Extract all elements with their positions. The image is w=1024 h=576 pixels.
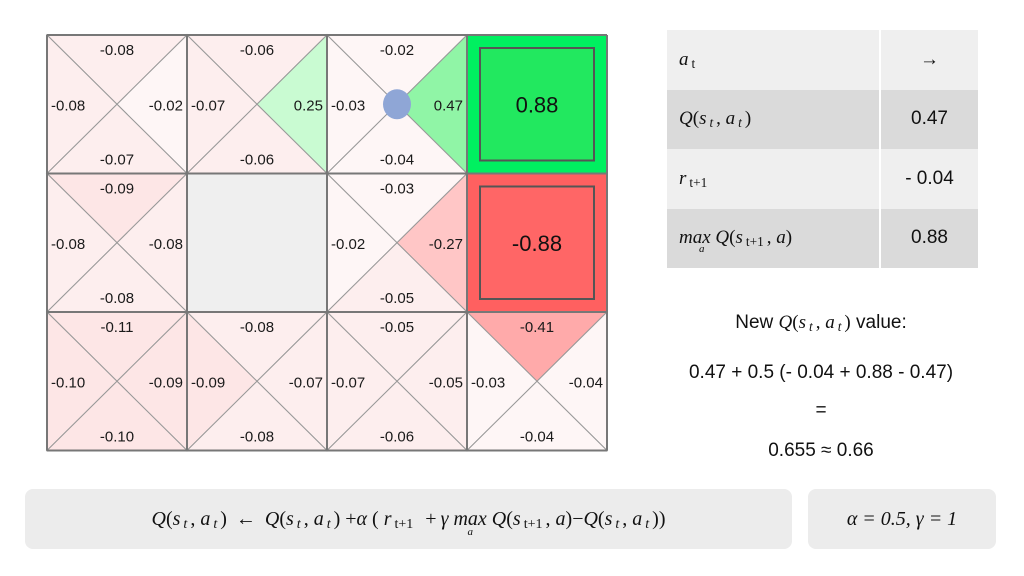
wall-cell <box>187 173 327 312</box>
terminal-inner-box <box>479 47 595 162</box>
q-value-right: -0.09 <box>149 374 183 391</box>
q-value-right: -0.04 <box>569 374 603 391</box>
q-learning-formula: Q(s t, a t) ← Q(s t, a t) +α ( r t+1 + γ max a … <box>25 489 792 549</box>
terminal-value: -0.88 <box>512 231 562 256</box>
q-value-up: -0.06 <box>240 42 274 59</box>
q-value-up: -0.08 <box>240 319 274 336</box>
q-value-left: -0.10 <box>51 374 85 391</box>
q-value-up: -0.08 <box>100 42 134 59</box>
q-value-right: 0.47 <box>434 97 463 114</box>
reward-value: - 0.04 <box>880 149 978 209</box>
table-row-reward: r t+1 - 0.04 <box>667 149 978 209</box>
q-value-down: -0.06 <box>240 152 274 169</box>
q-value-right: -0.05 <box>429 374 463 391</box>
q-value-right: -0.27 <box>429 236 463 253</box>
formula-text: Q(s t, a t) ← Q(s t, a t) +α ( r t+1 + γ max a … <box>151 507 666 538</box>
q-value-right: -0.08 <box>149 236 183 253</box>
q-value-right: -0.07 <box>289 374 323 391</box>
q-value-left: -0.08 <box>51 236 85 253</box>
table-row-maxq: max a Q(s t+1, a) 0.88 <box>667 208 978 268</box>
params-box: α = 0.5, γ = 1 <box>808 489 996 549</box>
q-value-down: -0.08 <box>240 429 274 446</box>
q-value-down: -0.04 <box>380 152 414 169</box>
update-line-4: 0.655 ≈ 0.66 <box>768 440 874 461</box>
params-text: α = 0.5, γ = 1 <box>846 507 958 530</box>
action-value: → <box>880 30 978 90</box>
table-row-q: Q(s t, a t) 0.47 <box>667 89 978 149</box>
maxq-label: max a Q(s t+1, a) <box>667 208 881 268</box>
q-value-down: -0.10 <box>100 429 134 446</box>
q-value: 0.47 <box>880 89 978 149</box>
terminal-inner-box <box>479 185 595 300</box>
q-value-left: -0.09 <box>191 374 225 391</box>
q-value-up: -0.03 <box>380 181 414 198</box>
q-value-down: -0.05 <box>380 290 414 307</box>
q-value-left: -0.02 <box>331 236 365 253</box>
q-label: Q(s t, a t) <box>667 89 881 149</box>
agent-marker <box>383 89 411 120</box>
update-line-3: = <box>815 400 827 421</box>
q-value-up: -0.05 <box>380 319 414 336</box>
maxq-value: 0.88 <box>880 208 978 268</box>
q-value-left: -0.08 <box>51 97 85 114</box>
q-value-down: -0.06 <box>380 429 414 446</box>
q-value-right: -0.02 <box>149 97 183 114</box>
update-line-2: 0.47 + 0.5 (- 0.04 + 0.88 - 0.47) <box>688 362 954 383</box>
q-value-down: -0.08 <box>100 290 134 307</box>
q-value-down: -0.04 <box>520 429 554 446</box>
q-value-left: -0.03 <box>471 374 505 391</box>
q-value-down: -0.07 <box>100 152 134 169</box>
q-value-up: -0.11 <box>100 319 133 336</box>
q-value-left: -0.07 <box>331 374 365 391</box>
q-value-left: -0.07 <box>191 97 225 114</box>
update-line-1: New Q(s t, a t) value: <box>735 312 907 334</box>
terminal-value: 0.88 <box>516 92 559 117</box>
q-value-right: 0.25 <box>294 97 323 114</box>
q-value-up: -0.41 <box>520 319 554 336</box>
q-value-left: -0.03 <box>331 97 365 114</box>
reward-label: r t+1 <box>667 149 881 209</box>
q-value-up: -0.02 <box>380 42 414 59</box>
q-value-up: -0.09 <box>100 181 134 198</box>
